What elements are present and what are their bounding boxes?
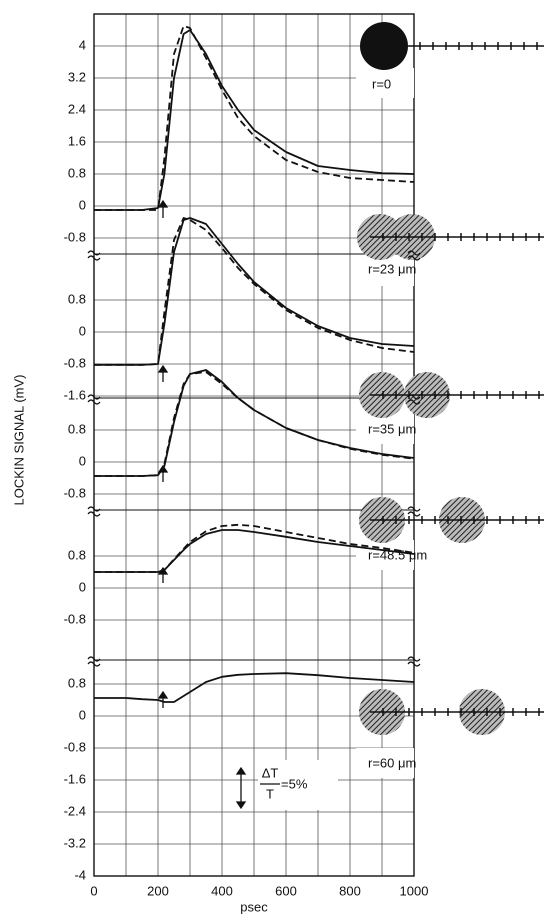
break-mark — [407, 250, 421, 261]
annotation: r=48.5 μm — [368, 547, 427, 562]
y-tick-label: 0.8 — [68, 291, 86, 306]
y-tick-label: 0.8 — [68, 675, 86, 690]
y-tick-label: -1.6 — [64, 387, 86, 402]
x-tick-label: 1000 — [400, 883, 429, 898]
annotation: r=0 — [372, 76, 391, 91]
spot-diagrams — [357, 22, 544, 735]
curves — [94, 25, 415, 703]
annotation: r=35 μm — [368, 421, 416, 436]
y-tick-label: -0.8 — [64, 355, 86, 370]
y-tick-label: 0 — [79, 197, 86, 212]
x-tick-label: 600 — [275, 883, 297, 898]
break-mark — [407, 394, 421, 405]
y-tick-label: 3.2 — [68, 69, 86, 84]
y-tick-label: 0 — [79, 453, 86, 468]
x-tick-label: 200 — [147, 883, 169, 898]
scale-denominator: T — [266, 786, 274, 801]
y-tick-label: 0 — [79, 707, 86, 722]
signal-line — [94, 672, 415, 703]
y-tick-label: -2.4 — [64, 803, 86, 818]
break-mark — [87, 656, 101, 667]
y-tick-label: 1.6 — [68, 133, 86, 148]
scale-numerator: ΔT — [262, 765, 279, 780]
annotation: r=23 μm — [368, 261, 416, 276]
x-tick-label: 800 — [339, 883, 361, 898]
scale-text: =5% — [281, 776, 308, 791]
plot-frame — [93, 13, 415, 877]
break-mark — [87, 506, 101, 517]
y-tick-label: -0.8 — [64, 739, 86, 754]
y-tick-label: -0.8 — [64, 611, 86, 626]
scale-bar — [235, 766, 280, 810]
break-mark — [87, 250, 101, 261]
label-backgrounds — [258, 68, 414, 810]
y-tick-label: 0 — [79, 579, 86, 594]
y-tick-label: 0.8 — [68, 547, 86, 562]
break-mark — [87, 394, 101, 405]
y-tick-label: -0.8 — [64, 229, 86, 244]
y-axis-label: LOCKIN SIGNAL (mV) — [11, 375, 26, 506]
y-tick-label: -0.8 — [64, 485, 86, 500]
onset-arrows — [157, 199, 169, 708]
y-tick-label: -3.2 — [64, 835, 86, 850]
signal-line — [94, 25, 415, 211]
x-tick-label: 400 — [211, 883, 233, 898]
x-tick-label: 0 — [90, 883, 97, 898]
break-mark — [407, 506, 421, 517]
y-tick-label: -4 — [74, 867, 86, 882]
y-tick-label: 2.4 — [68, 101, 86, 116]
y-tick-label: 4 — [79, 37, 86, 52]
y-tick-label: 0 — [79, 323, 86, 338]
x-axis-label: psec — [240, 899, 268, 914]
signal-line — [94, 523, 415, 573]
y-tick-label: 0.8 — [68, 165, 86, 180]
signal-line — [94, 217, 415, 366]
y-tick-label: -1.6 — [64, 771, 86, 786]
y-tick-label: 0.8 — [68, 421, 86, 436]
annotation: r=60 μm — [368, 755, 416, 770]
signal-line — [94, 371, 415, 477]
break-mark — [407, 656, 421, 667]
grid — [93, 13, 415, 877]
